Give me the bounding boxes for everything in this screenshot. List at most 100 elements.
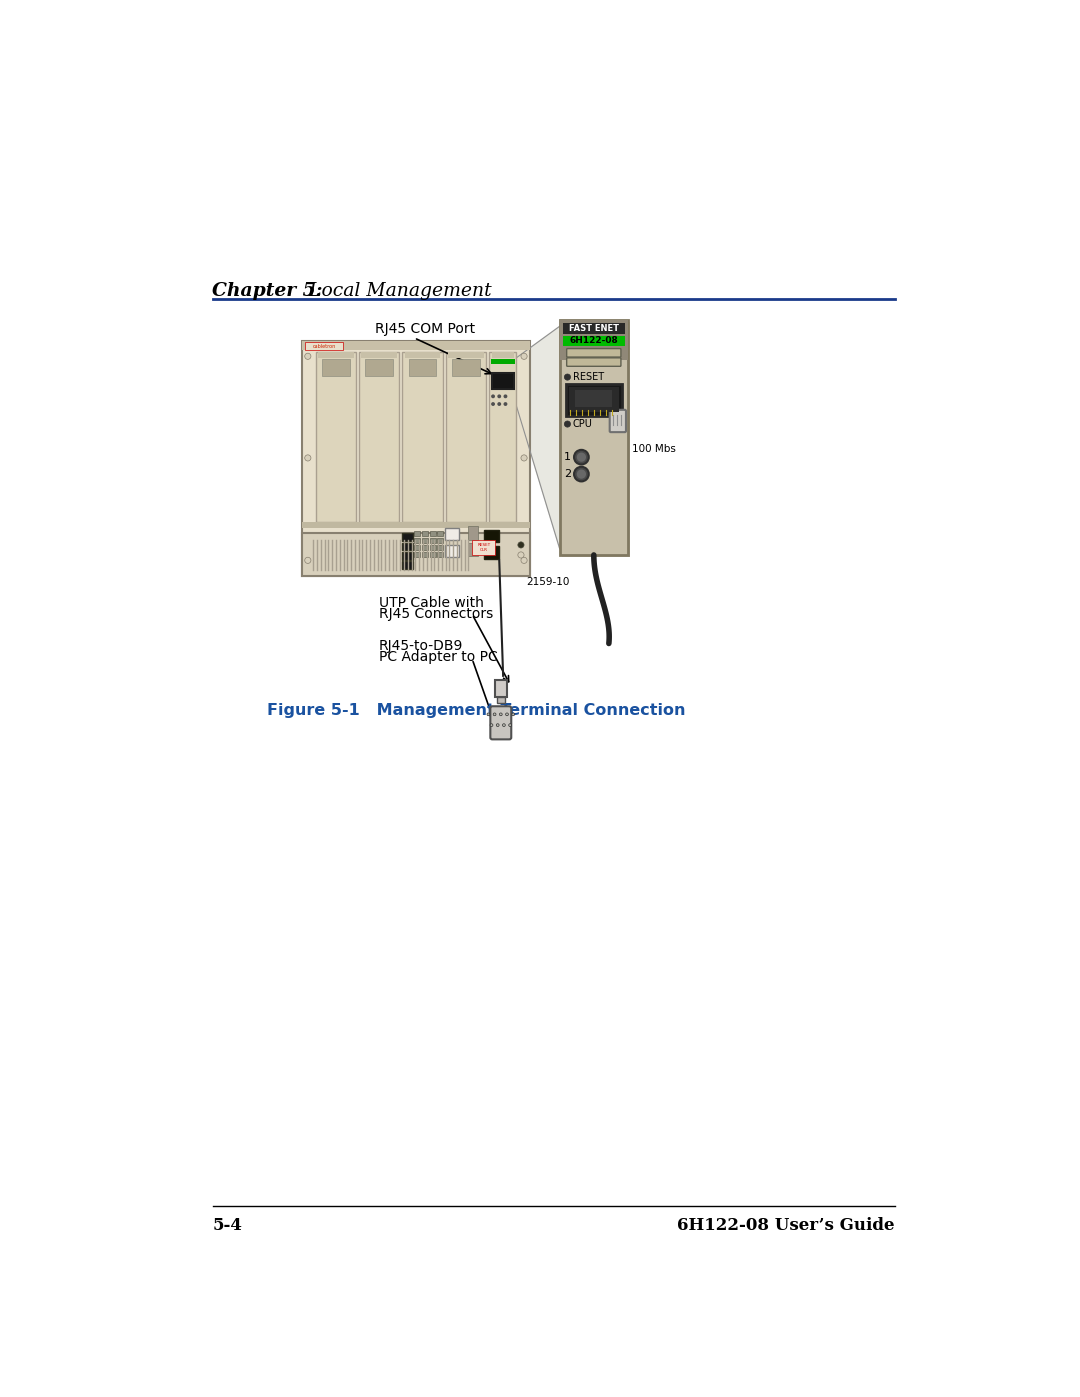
Bar bbox=[301, 341, 530, 351]
Bar bbox=[362, 352, 397, 358]
Bar bbox=[484, 546, 499, 559]
Bar bbox=[305, 342, 343, 351]
Bar bbox=[414, 545, 420, 550]
Circle shape bbox=[512, 712, 514, 715]
Bar bbox=[359, 352, 400, 522]
Bar bbox=[430, 538, 435, 543]
Text: Chapter 5:: Chapter 5: bbox=[213, 282, 323, 299]
Bar bbox=[365, 359, 393, 376]
Circle shape bbox=[305, 455, 311, 461]
Bar bbox=[403, 552, 414, 560]
Bar bbox=[569, 387, 619, 412]
Bar bbox=[566, 384, 622, 416]
Text: RESET: RESET bbox=[572, 372, 604, 383]
Bar bbox=[430, 552, 435, 557]
Polygon shape bbox=[516, 327, 559, 549]
Circle shape bbox=[491, 394, 495, 398]
Circle shape bbox=[487, 712, 490, 715]
Circle shape bbox=[503, 402, 508, 407]
Circle shape bbox=[497, 402, 501, 407]
Circle shape bbox=[517, 542, 524, 548]
Bar bbox=[430, 531, 435, 536]
Circle shape bbox=[305, 353, 311, 359]
Bar bbox=[301, 534, 530, 576]
Circle shape bbox=[505, 712, 509, 715]
FancyBboxPatch shape bbox=[490, 707, 511, 739]
Text: Local Management: Local Management bbox=[303, 282, 491, 299]
FancyBboxPatch shape bbox=[567, 358, 621, 366]
FancyBboxPatch shape bbox=[567, 349, 621, 358]
Circle shape bbox=[491, 402, 495, 407]
Bar bbox=[318, 352, 353, 358]
Text: 2159-10: 2159-10 bbox=[526, 577, 570, 587]
Bar bbox=[437, 531, 444, 536]
Text: RJ45 Connectors: RJ45 Connectors bbox=[379, 608, 494, 622]
Circle shape bbox=[503, 394, 508, 398]
Bar bbox=[490, 359, 515, 365]
Bar bbox=[405, 352, 441, 358]
Text: RESET
CLR: RESET CLR bbox=[477, 543, 490, 552]
Bar bbox=[445, 545, 459, 557]
Bar bbox=[322, 359, 350, 376]
Bar bbox=[422, 552, 428, 557]
Bar bbox=[437, 545, 444, 550]
Circle shape bbox=[565, 420, 570, 427]
Bar bbox=[448, 352, 484, 358]
Text: 2: 2 bbox=[564, 469, 571, 479]
Bar bbox=[403, 534, 414, 541]
Text: UTP Cable with: UTP Cable with bbox=[379, 597, 484, 610]
Circle shape bbox=[499, 712, 502, 715]
Text: RJ45 COM Port: RJ45 COM Port bbox=[375, 321, 475, 335]
Circle shape bbox=[497, 394, 501, 398]
Text: 5-4: 5-4 bbox=[213, 1217, 242, 1234]
Bar bbox=[414, 538, 420, 543]
Circle shape bbox=[577, 469, 586, 479]
Bar bbox=[489, 352, 516, 522]
Text: PC Adapter to PC: PC Adapter to PC bbox=[379, 650, 498, 664]
Text: 6H122-08: 6H122-08 bbox=[569, 337, 618, 345]
Bar bbox=[301, 341, 530, 576]
Bar bbox=[559, 320, 627, 555]
Bar bbox=[559, 320, 627, 360]
Circle shape bbox=[497, 724, 499, 726]
Circle shape bbox=[575, 467, 589, 482]
Circle shape bbox=[521, 455, 527, 461]
Bar bbox=[403, 352, 443, 522]
Bar bbox=[495, 680, 507, 697]
Text: 6H122-08 User’s Guide: 6H122-08 User’s Guide bbox=[677, 1217, 894, 1234]
Bar bbox=[469, 525, 477, 539]
Circle shape bbox=[502, 724, 505, 726]
Bar bbox=[414, 531, 420, 536]
Text: FAST ENET: FAST ENET bbox=[569, 324, 619, 332]
Text: 100 Mbs: 100 Mbs bbox=[632, 444, 676, 454]
Circle shape bbox=[565, 374, 570, 380]
Bar bbox=[563, 323, 625, 334]
Circle shape bbox=[577, 453, 586, 462]
Circle shape bbox=[517, 552, 524, 557]
Text: Figure 5-1   Management Terminal Connection: Figure 5-1 Management Terminal Connectio… bbox=[267, 703, 685, 718]
Circle shape bbox=[490, 724, 492, 726]
Bar bbox=[472, 539, 496, 555]
Bar bbox=[315, 352, 356, 522]
Circle shape bbox=[509, 724, 512, 726]
Circle shape bbox=[575, 450, 589, 464]
Bar bbox=[403, 542, 414, 550]
Circle shape bbox=[521, 353, 527, 359]
Bar bbox=[484, 529, 499, 542]
Text: cabletron: cabletron bbox=[312, 344, 336, 349]
Bar bbox=[301, 534, 530, 576]
Bar bbox=[491, 352, 514, 358]
Bar bbox=[408, 359, 436, 376]
Bar bbox=[422, 538, 428, 543]
Bar bbox=[563, 335, 625, 346]
Bar bbox=[437, 552, 444, 557]
Circle shape bbox=[305, 557, 311, 563]
Bar bbox=[446, 352, 486, 522]
Bar bbox=[437, 538, 444, 543]
FancyBboxPatch shape bbox=[610, 409, 626, 432]
Text: RJ45-to-DB9: RJ45-to-DB9 bbox=[379, 638, 463, 652]
Bar bbox=[469, 542, 477, 556]
Text: CPU: CPU bbox=[572, 419, 593, 429]
Text: 1: 1 bbox=[565, 453, 571, 462]
Bar bbox=[403, 562, 414, 569]
